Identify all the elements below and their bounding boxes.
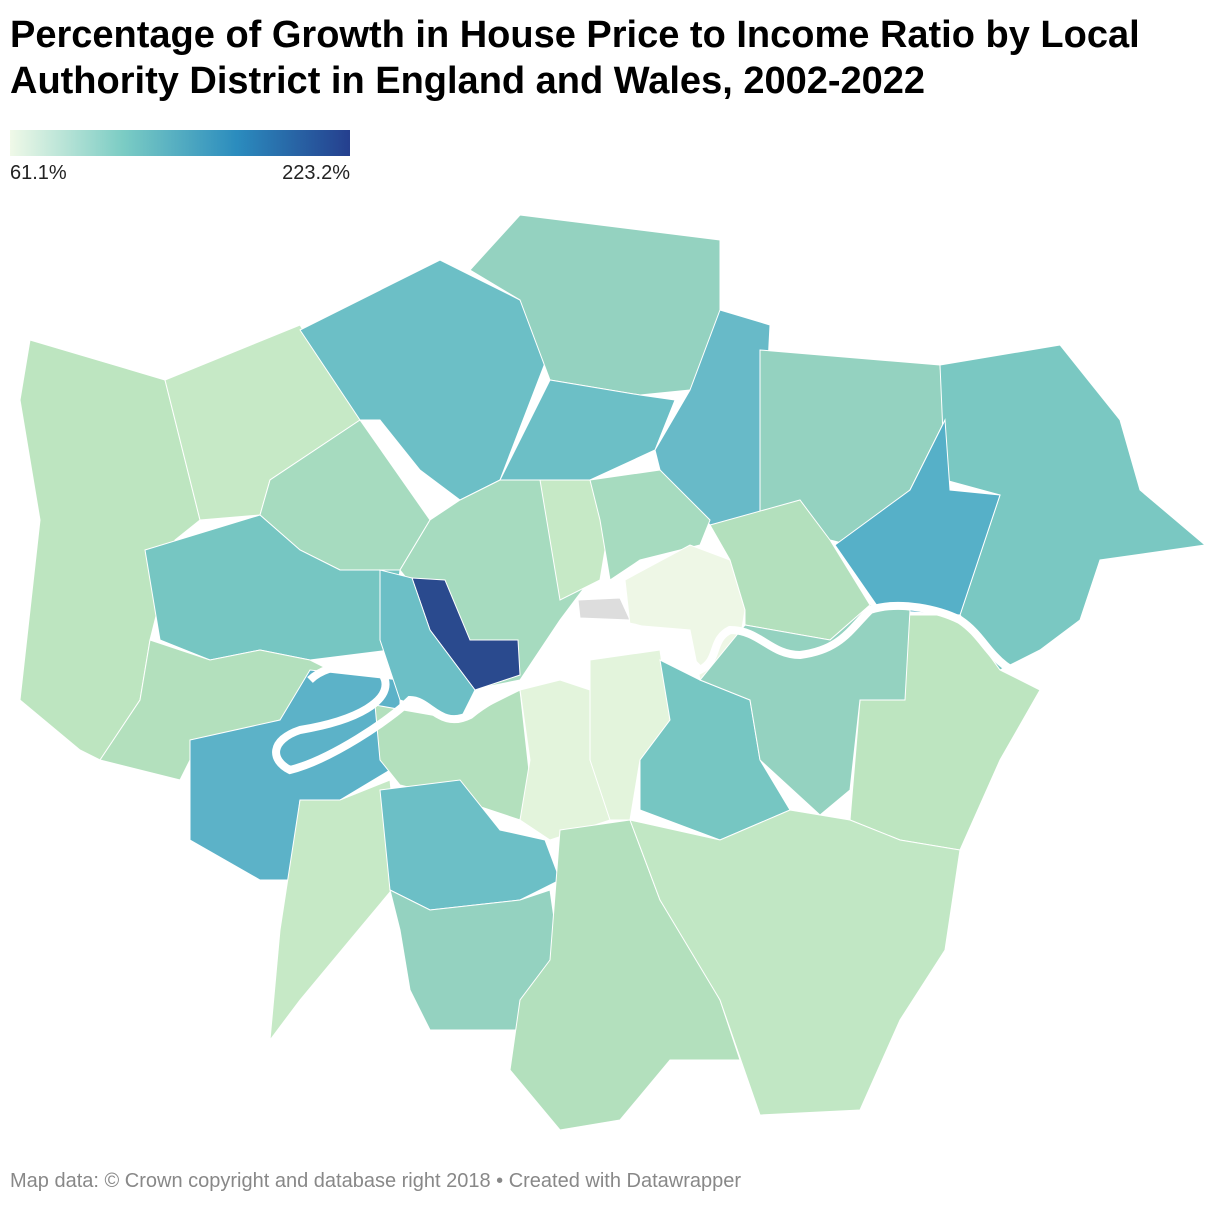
district — [577, 597, 631, 621]
legend-max: 223.2% — [282, 162, 350, 184]
district — [299, 259, 551, 501]
district — [699, 604, 911, 816]
legend-gradient — [10, 130, 350, 156]
footer: Map data: © Crown copyright and database… — [10, 1170, 742, 1192]
district — [269, 779, 401, 1042]
map — [19, 214, 1207, 1131]
district — [189, 669, 401, 881]
legend-min: 61.1% — [10, 162, 67, 184]
district — [379, 569, 476, 721]
districts — [19, 214, 1207, 1131]
river-thames — [272, 601, 1041, 775]
district — [834, 418, 1001, 616]
district — [629, 809, 961, 1116]
title: Percentage of Growth in House Price to I… — [10, 14, 1140, 102]
district — [589, 469, 711, 581]
